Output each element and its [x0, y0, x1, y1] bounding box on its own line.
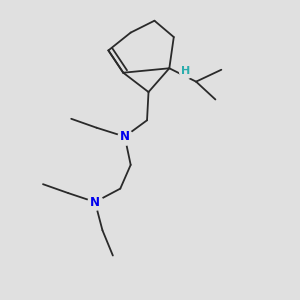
- Text: N: N: [120, 130, 130, 143]
- Text: N: N: [90, 196, 100, 208]
- Text: H: H: [181, 66, 190, 76]
